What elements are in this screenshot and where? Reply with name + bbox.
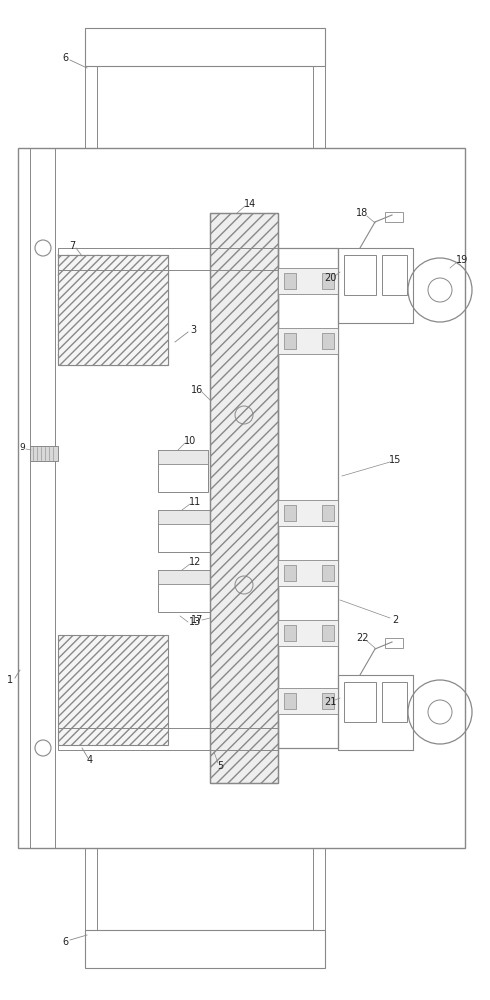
Bar (278, 560, 338, 586)
Text: 9: 9 (19, 444, 25, 452)
Bar (322, 693, 334, 709)
Bar (284, 625, 296, 641)
Bar (158, 450, 208, 464)
Text: 18: 18 (356, 208, 368, 218)
Bar (278, 248, 338, 748)
Bar (284, 273, 296, 289)
Bar (322, 505, 334, 521)
Bar (278, 500, 338, 526)
Bar (344, 255, 376, 295)
Text: 10: 10 (184, 436, 196, 446)
Bar (30, 446, 58, 461)
Bar (322, 565, 334, 581)
Text: 3: 3 (190, 325, 196, 335)
Bar (338, 248, 413, 323)
Bar (344, 682, 376, 722)
Bar (278, 268, 338, 294)
Text: 6: 6 (62, 53, 68, 63)
Bar (284, 565, 296, 581)
Bar (158, 510, 213, 524)
Text: 19: 19 (456, 255, 468, 265)
Bar (322, 333, 334, 349)
Bar (313, 848, 325, 930)
Bar (322, 625, 334, 641)
Bar (58, 248, 278, 270)
Text: 4: 4 (87, 755, 93, 765)
Bar (58, 255, 168, 365)
Text: 20: 20 (324, 273, 336, 283)
Text: 15: 15 (389, 455, 401, 465)
Bar (85, 66, 97, 148)
Text: 1: 1 (7, 675, 13, 685)
Text: 21: 21 (324, 697, 336, 707)
Text: 12: 12 (189, 557, 201, 567)
Bar (158, 570, 213, 584)
Text: 13: 13 (189, 617, 201, 627)
Bar (58, 635, 168, 745)
Bar (58, 255, 168, 365)
Bar (158, 450, 208, 492)
Bar (278, 328, 338, 354)
Text: 16: 16 (191, 385, 203, 395)
Bar (382, 682, 407, 722)
Bar (85, 28, 325, 66)
Bar (284, 333, 296, 349)
Bar (313, 66, 325, 148)
Bar (85, 848, 97, 930)
Text: 2: 2 (392, 615, 398, 625)
Text: 11: 11 (189, 497, 201, 507)
Bar (284, 693, 296, 709)
Bar (278, 620, 338, 646)
Bar (58, 728, 278, 750)
Bar (18, 148, 465, 848)
Bar (382, 255, 407, 295)
Bar (385, 212, 403, 222)
Bar (278, 688, 338, 714)
Text: 17: 17 (191, 615, 203, 625)
Bar (158, 570, 213, 612)
Text: 6: 6 (62, 937, 68, 947)
Text: 7: 7 (69, 241, 75, 251)
Bar (85, 930, 325, 968)
Bar (385, 638, 403, 648)
Bar (284, 505, 296, 521)
Bar (30, 148, 55, 848)
Bar (322, 273, 334, 289)
Bar (210, 213, 278, 783)
Text: 22: 22 (356, 633, 368, 643)
Bar (210, 213, 278, 783)
Bar (158, 510, 213, 552)
Text: 14: 14 (244, 199, 256, 209)
Bar (338, 675, 413, 750)
Text: 5: 5 (217, 761, 223, 771)
